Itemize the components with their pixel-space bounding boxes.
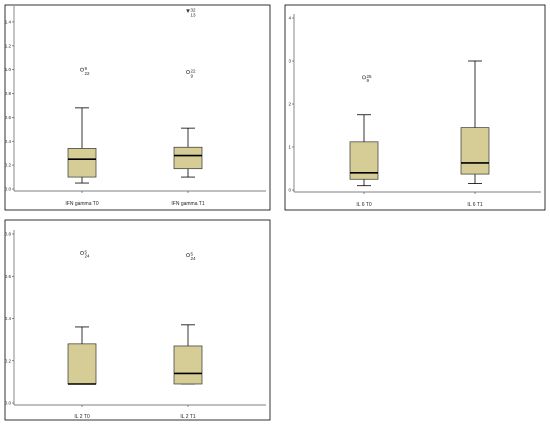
outlier-label: 24 — [85, 254, 91, 259]
y-tick-label: 0 — [288, 188, 291, 193]
panel-frame — [4, 4, 271, 211]
panel-frame — [284, 4, 546, 211]
y-tick-label: 0.6 — [5, 115, 12, 120]
y-tick-label: 0.4 — [5, 316, 12, 321]
x-category-label: IL 6 T1 — [467, 202, 483, 208]
outlier-label: 9 — [191, 73, 194, 78]
outlier-label: 25 — [367, 74, 373, 79]
box-il-6-t1: IL 6 T1 — [460, 60, 490, 208]
outlier-point — [362, 75, 366, 80]
boxplot-panel-2: 0 1 2 3 4 IL 6 T0 259 IL 6 T1 — [284, 4, 546, 211]
box-il-6-t0: IL 6 T0 259 — [349, 74, 379, 208]
outlier-label: 32 — [191, 8, 197, 13]
y-tick-label: 0.8 — [5, 232, 12, 237]
y-tick-label: 4 — [288, 16, 291, 21]
panel-frame — [4, 219, 271, 421]
y-tick-label: 0.0 — [5, 187, 12, 192]
iqr-box — [460, 127, 490, 175]
y-tick-label: 0.8 — [5, 91, 12, 96]
y-tick-label: 0.4 — [5, 139, 12, 144]
y-tick-label: 0.2 — [5, 358, 12, 363]
y-tick-label: 1.0 — [5, 67, 12, 72]
y-tick-label: 0.6 — [5, 274, 12, 279]
y-tick-label: 2 — [288, 102, 291, 107]
x-category-label: IL 2 T1 — [180, 414, 196, 420]
iqr-box — [173, 146, 203, 170]
outlier-label: 5 — [191, 252, 194, 257]
outlier-label: 22 — [191, 69, 197, 74]
x-category-label: IFN gamma T1 — [171, 201, 204, 207]
y-tick-label: 0.0 — [5, 401, 12, 406]
outlier-point — [186, 70, 190, 74]
extreme-point — [186, 9, 190, 13]
x-category-label: IL 6 T0 — [356, 202, 372, 208]
outlier-point — [80, 67, 84, 72]
outlier-label: 13 — [191, 12, 197, 17]
outlier-label: 9 — [367, 78, 370, 83]
box-il-2-t1: IL 2 T1 524 — [173, 252, 203, 420]
box-ifn-gamma-t0: IFN gamma T0 922 — [65, 66, 98, 207]
iqr-box — [349, 141, 379, 180]
outlier-label: 22 — [85, 71, 91, 76]
iqr-box — [173, 345, 203, 385]
outlier-point — [186, 253, 190, 258]
x-category-label: IL 2 T0 — [74, 414, 90, 420]
outlier-label: 24 — [191, 256, 197, 261]
box-il-2-t0: IL 2 T0 524 — [67, 250, 97, 420]
y-tick-label: 3 — [288, 59, 291, 64]
y-tick-label: 1.4 — [5, 19, 12, 24]
outlier-point — [80, 251, 84, 255]
outlier-label: 9 — [85, 66, 88, 71]
y-tick-label: 1 — [288, 145, 291, 150]
iqr-box — [67, 343, 97, 385]
outlier-label: 5 — [85, 250, 88, 255]
y-tick-label: 1.2 — [5, 43, 12, 48]
y-tick-label: 0.2 — [5, 163, 12, 168]
x-category-label: IFN gamma T0 — [65, 201, 98, 207]
iqr-box — [67, 148, 97, 178]
